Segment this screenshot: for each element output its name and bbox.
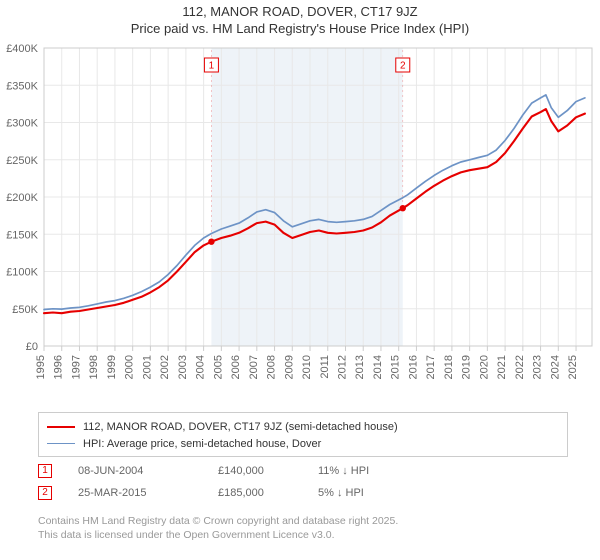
svg-text:2004: 2004 [195, 355, 207, 379]
svg-text:£0: £0 [26, 341, 38, 353]
sale-row: 2 25-MAR-2015£185,0005% ↓ HPI [38, 482, 568, 504]
svg-text:2007: 2007 [248, 355, 260, 379]
sale-date: 08-JUN-2004 [78, 465, 218, 477]
svg-text:1999: 1999 [106, 355, 118, 379]
chart-svg: £0 £50K £100K £150K £200K £250K £300K £350K £400… [0, 42, 600, 402]
legend-label: 112, MANOR ROAD, DOVER, CT17 9JZ (semi-d… [83, 421, 398, 433]
svg-text:2002: 2002 [159, 355, 171, 379]
svg-text:2023: 2023 [532, 355, 544, 379]
legend-label: HPI: Average price, semi-detached house,… [83, 438, 321, 450]
sale-delta: 11% ↓ HPI [318, 465, 369, 477]
svg-text:2001: 2001 [141, 355, 153, 379]
sale-row: 1 08-JUN-2004£140,00011% ↓ HPI [38, 460, 568, 482]
svg-text:£400K: £400K [6, 43, 38, 55]
attribution-line1: Contains HM Land Registry data © Crown c… [38, 514, 568, 528]
svg-text:2012: 2012 [336, 355, 348, 379]
sale-marker: 2 [38, 486, 52, 500]
chart-figure: { "title_line1": "112, MANOR ROAD, DOVER… [0, 0, 600, 560]
svg-text:1996: 1996 [53, 355, 65, 379]
svg-text:1: 1 [209, 61, 215, 72]
svg-text:2016: 2016 [407, 355, 419, 379]
svg-text:2000: 2000 [124, 355, 136, 379]
svg-text:2017: 2017 [425, 355, 437, 379]
svg-text:£200K: £200K [6, 192, 38, 204]
svg-text:2013: 2013 [354, 355, 366, 379]
svg-text:2022: 2022 [514, 355, 526, 379]
svg-text:2021: 2021 [496, 355, 508, 379]
legend-swatch [47, 443, 75, 444]
svg-text:2024: 2024 [549, 355, 561, 379]
chart-titles: 112, MANOR ROAD, DOVER, CT17 9JZ Price p… [0, 0, 600, 36]
svg-text:2009: 2009 [283, 355, 295, 379]
svg-text:£100K: £100K [6, 267, 38, 279]
svg-text:£50K: £50K [12, 304, 38, 316]
svg-text:2018: 2018 [443, 355, 455, 379]
svg-text:2008: 2008 [266, 355, 278, 379]
title-address: 112, MANOR ROAD, DOVER, CT17 9JZ [0, 4, 600, 19]
svg-text:£350K: £350K [6, 80, 38, 92]
svg-text:2010: 2010 [301, 355, 313, 379]
legend: 112, MANOR ROAD, DOVER, CT17 9JZ (semi-d… [38, 412, 568, 457]
svg-text:2020: 2020 [478, 355, 490, 379]
svg-text:2015: 2015 [390, 355, 402, 379]
legend-item: HPI: Average price, semi-detached house,… [47, 435, 559, 452]
sales-table: 1 08-JUN-2004£140,00011% ↓ HPI 2 25-MAR-201… [38, 460, 568, 504]
svg-text:2019: 2019 [461, 355, 473, 379]
svg-text:2003: 2003 [177, 355, 189, 379]
chart-plot-area: £0 £50K £100K £150K £200K £250K £300K £350K £400… [0, 42, 600, 402]
svg-text:2: 2 [400, 61, 406, 72]
attribution: Contains HM Land Registry data © Crown c… [38, 514, 568, 542]
sale-marker: 1 [38, 464, 52, 478]
svg-text:2005: 2005 [212, 355, 224, 379]
title-subtitle: Price paid vs. HM Land Registry's House … [0, 21, 600, 36]
svg-text:£300K: £300K [6, 118, 38, 130]
sale-delta: 5% ↓ HPI [318, 487, 364, 499]
legend-item: 112, MANOR ROAD, DOVER, CT17 9JZ (semi-d… [47, 418, 559, 435]
svg-text:2014: 2014 [372, 355, 384, 379]
attribution-line2: This data is licensed under the Open Gov… [38, 528, 568, 542]
legend-swatch [47, 426, 75, 428]
svg-text:2025: 2025 [567, 355, 579, 379]
sale-price: £140,000 [218, 465, 318, 477]
svg-text:£250K: £250K [6, 155, 38, 167]
sale-price: £185,000 [218, 487, 318, 499]
svg-text:1998: 1998 [88, 355, 100, 379]
svg-text:2011: 2011 [319, 355, 331, 379]
sale-date: 25-MAR-2015 [78, 487, 218, 499]
svg-text:2006: 2006 [230, 355, 242, 379]
svg-text:1997: 1997 [70, 355, 82, 379]
svg-text:1995: 1995 [35, 355, 47, 379]
svg-text:£150K: £150K [6, 229, 38, 241]
